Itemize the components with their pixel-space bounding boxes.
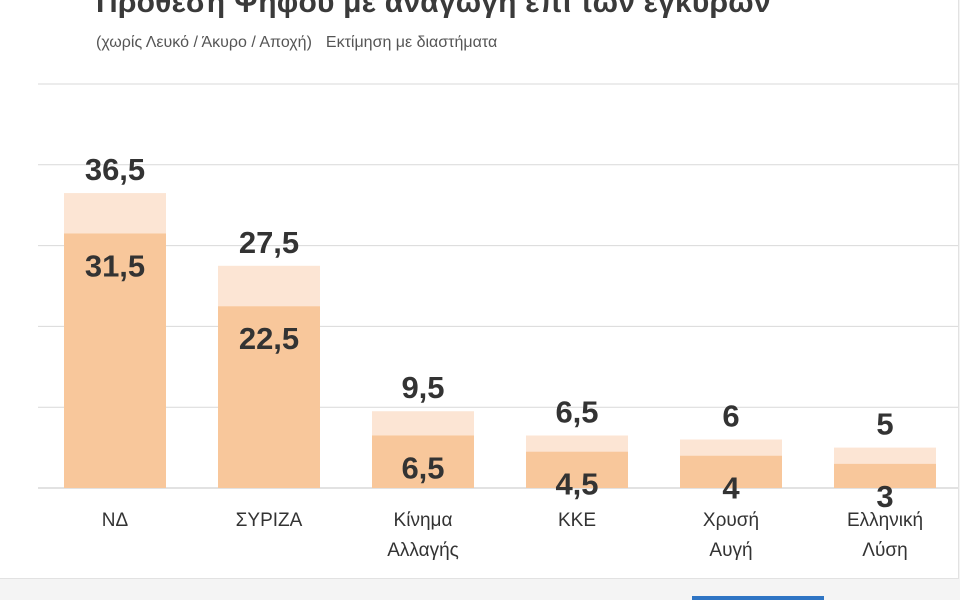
data-label-high: 6,5 (555, 394, 598, 429)
bar-interval-upper (834, 447, 936, 464)
footer-accent-bar (692, 596, 824, 600)
bar-interval-lower (218, 306, 320, 488)
data-label-high: 27,5 (239, 225, 299, 260)
data-label-low: 4,5 (555, 467, 598, 502)
bar-interval-lower (680, 455, 782, 488)
chart-subtitle: (χωρίς Λευκό / Άκυρο / Αποχή) Εκτίμηση με… (96, 34, 497, 52)
category-label: Αλλαγής (387, 540, 459, 561)
bar-interval-upper (64, 193, 166, 234)
data-label-low: 22,5 (239, 321, 299, 356)
bar-chart: 36,5 31,5 27,5 22,5 9,5 6,5 6,5 4,5 6 4 5 3 ΝΔ ΣΥΡΙΖ… (38, 83, 958, 561)
gridlines (38, 83, 958, 489)
category-label: Χρυσή (703, 510, 759, 531)
bar-interval-lower (372, 435, 474, 488)
subtitle-estimate: Εκτίμηση με διαστήματα (325, 34, 498, 51)
category-label: ΝΔ (102, 510, 129, 531)
category-label: Κίνημα (394, 510, 453, 531)
subtitle-exclusions: (χωρίς Λευκό / Άκυρο / Αποχή) (96, 34, 312, 51)
data-label-high: 9,5 (401, 370, 444, 405)
bar-interval-lower (64, 233, 166, 488)
category-label: Λύση (862, 540, 907, 561)
category-labels: ΝΔ ΣΥΡΙΖΑ Κίνημα Αλλαγής ΚΚΕ Χρυσή Αυγή Ελληνικ… (102, 510, 923, 561)
bar-interval-lower (834, 463, 936, 488)
data-label-high: 36,5 (85, 152, 145, 187)
data-label-low: 6,5 (401, 450, 444, 485)
data-label-high: 5 (876, 407, 893, 442)
category-label: ΚΚΕ (558, 510, 596, 531)
chart-panel: Πρόθεση Ψήφου με αναγωγή επί των εγκύρων… (0, 0, 959, 579)
category-label: Αυγή (709, 540, 752, 561)
category-label: Ελληνική (847, 510, 923, 531)
bars (64, 193, 936, 488)
data-labels: 36,5 31,5 27,5 22,5 9,5 6,5 6,5 4,5 6 4 5 3 (85, 152, 894, 514)
bar-interval-upper (372, 411, 474, 436)
data-label-low: 31,5 (85, 248, 145, 283)
chart-title: Πρόθεση Ψήφου με αναγωγή επί των εγκύρων (96, 0, 771, 19)
bar-interval-upper (526, 435, 628, 452)
bar-interval-lower (526, 451, 628, 488)
category-label: ΣΥΡΙΖΑ (236, 510, 303, 531)
data-label-low: 3 (876, 479, 893, 514)
bar-interval-upper (218, 265, 320, 307)
data-label-low: 4 (722, 471, 740, 506)
data-label-high: 6 (722, 399, 739, 434)
bar-interval-upper (680, 439, 782, 456)
